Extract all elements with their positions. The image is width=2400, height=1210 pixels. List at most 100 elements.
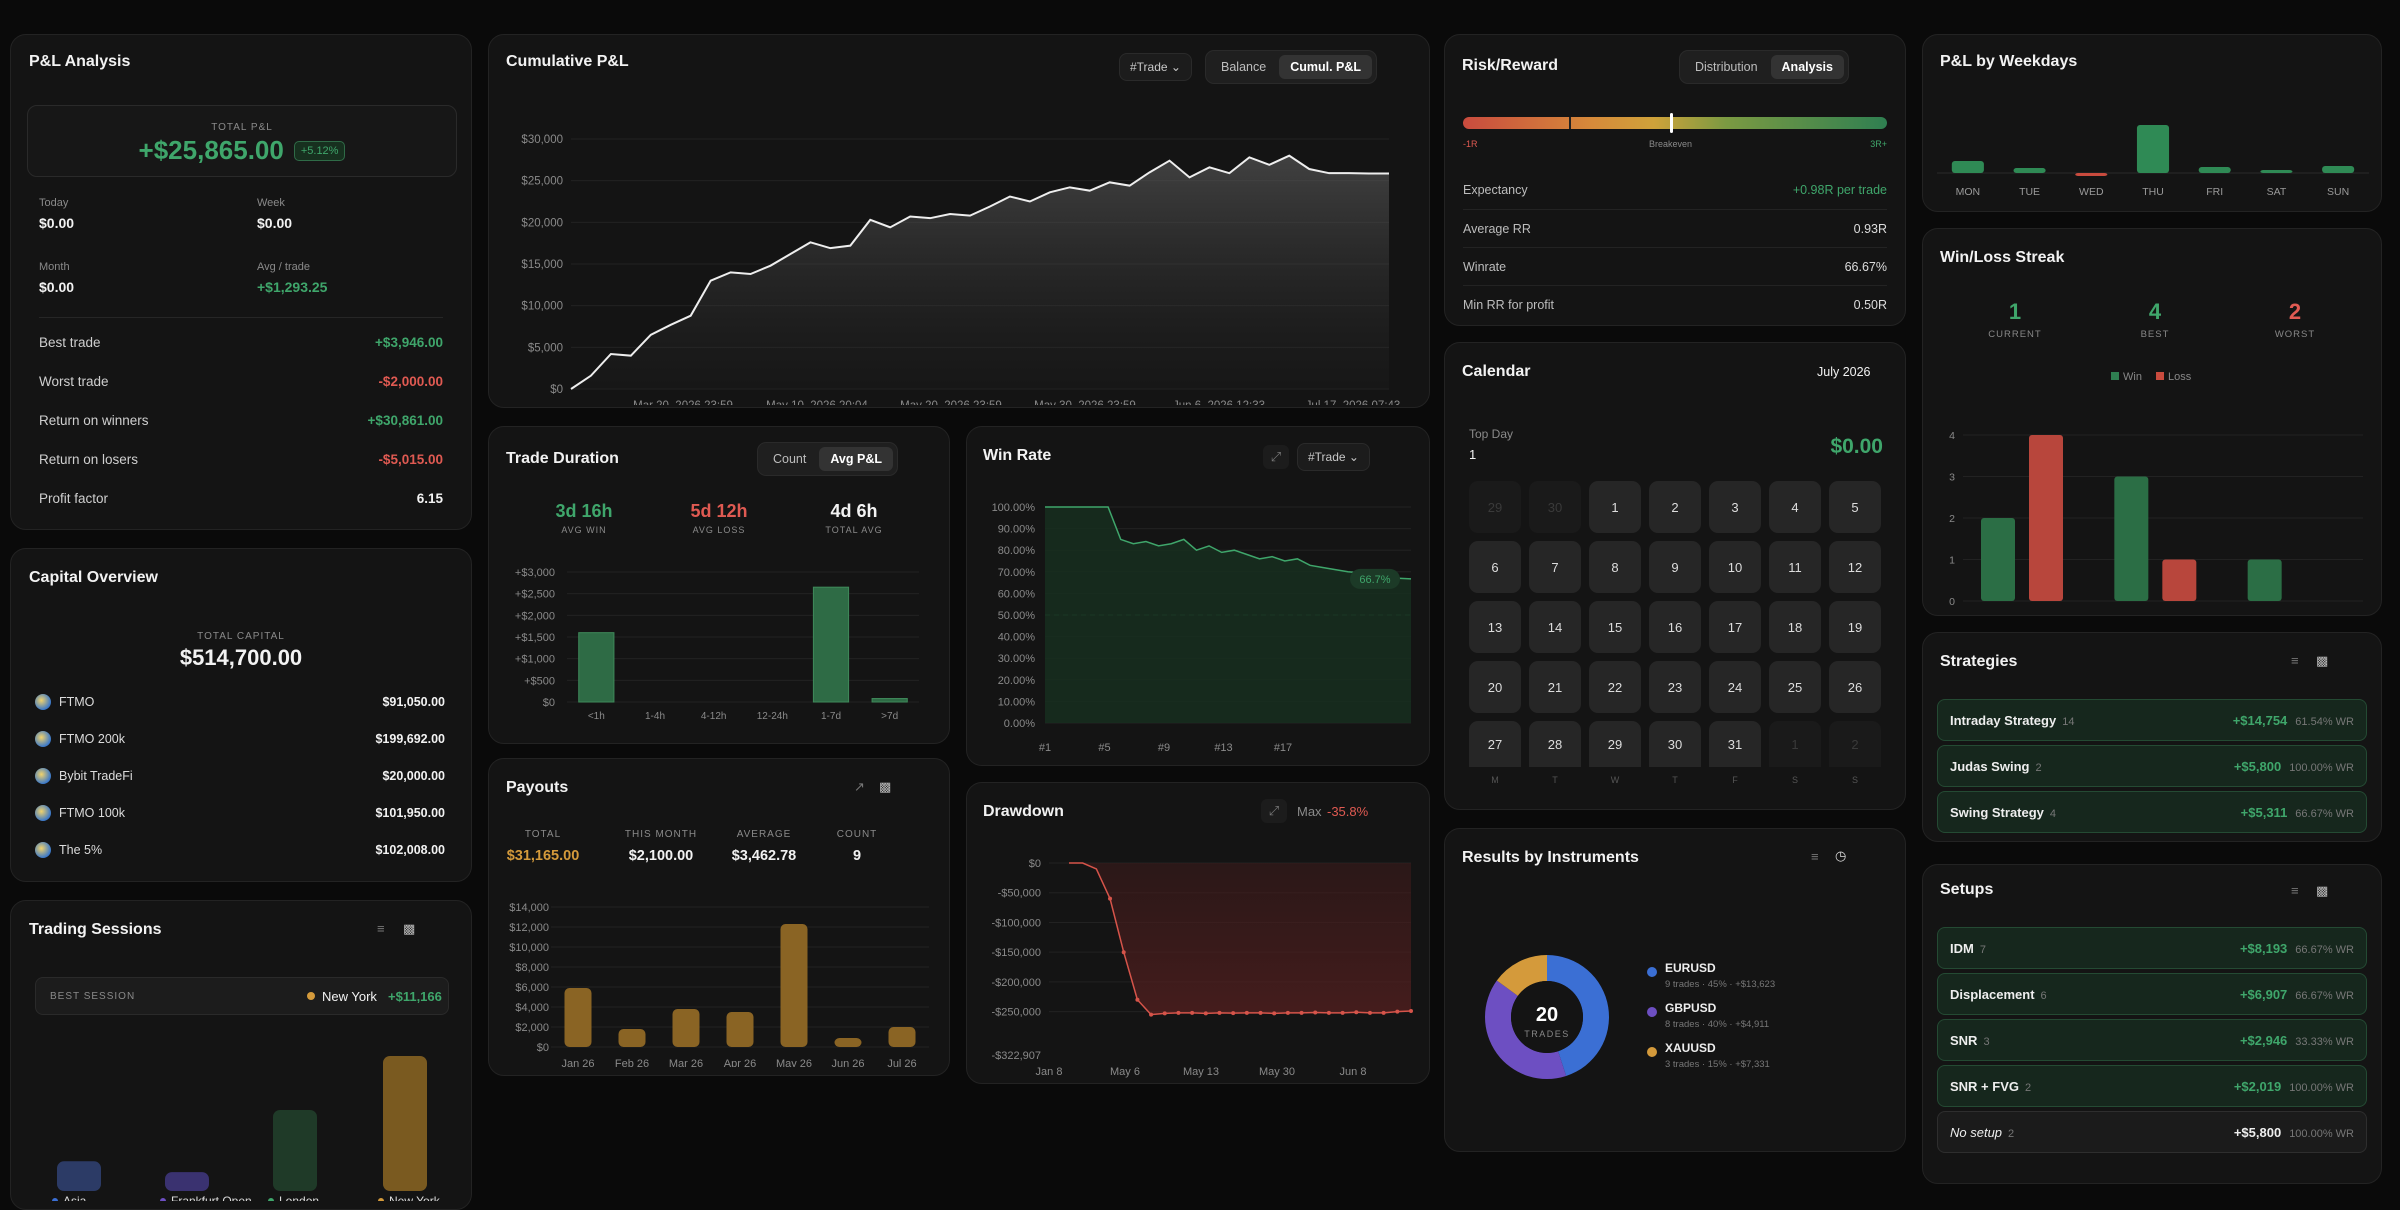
weekday-bar[interactable] [2322,166,2355,173]
drawdown-point[interactable] [1340,1010,1345,1015]
calendar-day[interactable]: 13 [1469,601,1521,653]
weekday-bar[interactable] [2260,170,2293,173]
calendar-day[interactable]: 29 [1469,481,1521,533]
drawdown-point[interactable] [1313,1010,1318,1015]
calendar-day[interactable]: 22 [1589,661,1641,713]
payout-bar[interactable] [564,988,592,1047]
trade-filter-dropdown[interactable]: #Trade ⌄ [1119,53,1192,81]
expand-icon[interactable]: ⤢ [1263,445,1289,469]
drawdown-point[interactable] [1108,896,1113,901]
session-bar[interactable] [57,1161,101,1191]
account-row[interactable]: FTMO $91,050.00 [35,691,445,713]
calendar-day[interactable]: 17 [1709,601,1761,653]
list-view-icon[interactable]: ≡ [1811,849,1819,864]
strategy-item[interactable]: Intraday Strategy 14 +$14,754 61.54% WR [1937,699,2367,741]
drawdown-point[interactable] [1231,1011,1236,1016]
calendar-day[interactable]: 3 [1709,481,1761,533]
account-row[interactable]: FTMO 100k $101,950.00 [35,802,445,824]
tab-avg-pnl[interactable]: Avg P&L [819,447,893,471]
calendar-day[interactable]: 1 [1589,481,1641,533]
tab-cumul-pnl[interactable]: Cumul. P&L [1279,55,1373,79]
pie-view-icon[interactable]: ◷ [1835,848,1847,863]
weekday-bar[interactable] [2136,125,2170,173]
drawdown-point[interactable] [1258,1010,1263,1015]
win-streak-bar[interactable] [2114,476,2149,602]
drawdown-line[interactable] [1069,862,1412,1016]
loss-streak-bar[interactable] [2162,559,2197,602]
calendar-day[interactable]: 6 [1469,541,1521,593]
drawdown-point[interactable] [1326,1010,1331,1015]
tab-analysis[interactable]: Analysis [1770,55,1844,79]
payout-bar[interactable] [618,1029,646,1047]
calendar-day[interactable]: 15 [1589,601,1641,653]
drawdown-point[interactable] [1244,1010,1249,1015]
payout-bar[interactable] [834,1038,862,1047]
drawdown-point[interactable] [1354,1010,1359,1015]
win-streak-bar[interactable] [2247,559,2282,602]
calendar-day[interactable]: 29 [1589,721,1641,767]
account-row[interactable]: FTMO 200k $199,692.00 [35,728,445,750]
calendar-day[interactable]: 11 [1769,541,1821,593]
calendar-day[interactable]: 30 [1649,721,1701,767]
win-streak-bar[interactable] [1981,518,2015,601]
trade-filter-dropdown[interactable]: #Trade ⌄ [1297,443,1370,471]
calendar-day[interactable]: 20 [1469,661,1521,713]
session-bar[interactable] [165,1172,209,1191]
calendar-day[interactable]: 24 [1709,661,1761,713]
drawdown-point[interactable] [1285,1010,1290,1015]
donut-slice[interactable] [1485,980,1567,1079]
drawdown-point[interactable] [1395,1009,1400,1014]
session-bar[interactable] [273,1110,317,1191]
calendar-day[interactable]: 31 [1709,721,1761,767]
calendar-day[interactable]: 7 [1529,541,1581,593]
payout-bar[interactable] [888,1027,916,1047]
drawdown-point[interactable] [1149,1012,1154,1017]
drawdown-point[interactable] [1409,1009,1413,1014]
calendar-day[interactable]: 2 [1829,721,1881,767]
drawdown-point[interactable] [1190,1010,1195,1015]
tab-distribution[interactable]: Distribution [1695,60,1758,74]
strategy-item[interactable]: Judas Swing 2 +$5,800 100.00% WR [1937,745,2367,787]
calendar-day[interactable]: 28 [1529,721,1581,767]
calendar-day[interactable]: 27 [1469,721,1521,767]
account-row[interactable]: The 5% $102,008.00 [35,839,445,861]
calendar-day[interactable]: 30 [1529,481,1581,533]
calendar-day[interactable]: 25 [1769,661,1821,713]
strategy-item[interactable]: Swing Strategy 4 +$5,311 66.67% WR [1937,791,2367,833]
expand-icon[interactable]: ⤢ [1261,799,1287,823]
calendar-day[interactable]: 1 [1769,721,1821,767]
duration-bar[interactable] [812,586,850,703]
win-rate-line[interactable] [1045,506,1412,580]
account-row[interactable]: Bybit TradeFi $20,000.00 [35,765,445,787]
calendar-day[interactable]: 4 [1769,481,1821,533]
calendar-day[interactable]: 23 [1649,661,1701,713]
tab-balance[interactable]: Balance [1221,60,1267,74]
drawdown-point[interactable] [1381,1010,1386,1015]
calendar-day[interactable]: 19 [1829,601,1881,653]
tab-count[interactable]: Count [773,452,807,466]
payout-bar[interactable] [726,1012,754,1047]
drawdown-point[interactable] [1203,1011,1208,1016]
list-view-icon[interactable]: ≡ [2291,653,2299,668]
payout-bar[interactable] [672,1009,700,1047]
payout-bar[interactable] [780,924,808,1047]
drawdown-point[interactable] [1162,1011,1167,1016]
donut-slice[interactable] [1496,955,1547,996]
weekday-bar[interactable] [2013,168,2046,173]
calendar-day[interactable]: 21 [1529,661,1581,713]
chart-view-icon[interactable]: ▩ [2316,883,2329,898]
donut-slice[interactable] [1547,955,1609,1076]
drawdown-point[interactable] [1217,1010,1222,1015]
calendar-day[interactable]: 10 [1709,541,1761,593]
session-bar[interactable] [383,1056,427,1191]
setup-item[interactable]: SNR + FVG 2 +$2,019 100.00% WR [1937,1065,2367,1107]
drawdown-point[interactable] [1135,997,1140,1002]
setup-item[interactable]: IDM 7 +$8,193 66.67% WR [1937,927,2367,969]
drawdown-point[interactable] [1272,1011,1277,1016]
calendar-day[interactable]: 12 [1829,541,1881,593]
calendar-day[interactable]: 14 [1529,601,1581,653]
drawdown-point[interactable] [1121,950,1126,955]
drawdown-point[interactable] [1367,1010,1372,1015]
calendar-day[interactable]: 16 [1649,601,1701,653]
list-view-icon[interactable]: ≡ [377,921,385,936]
